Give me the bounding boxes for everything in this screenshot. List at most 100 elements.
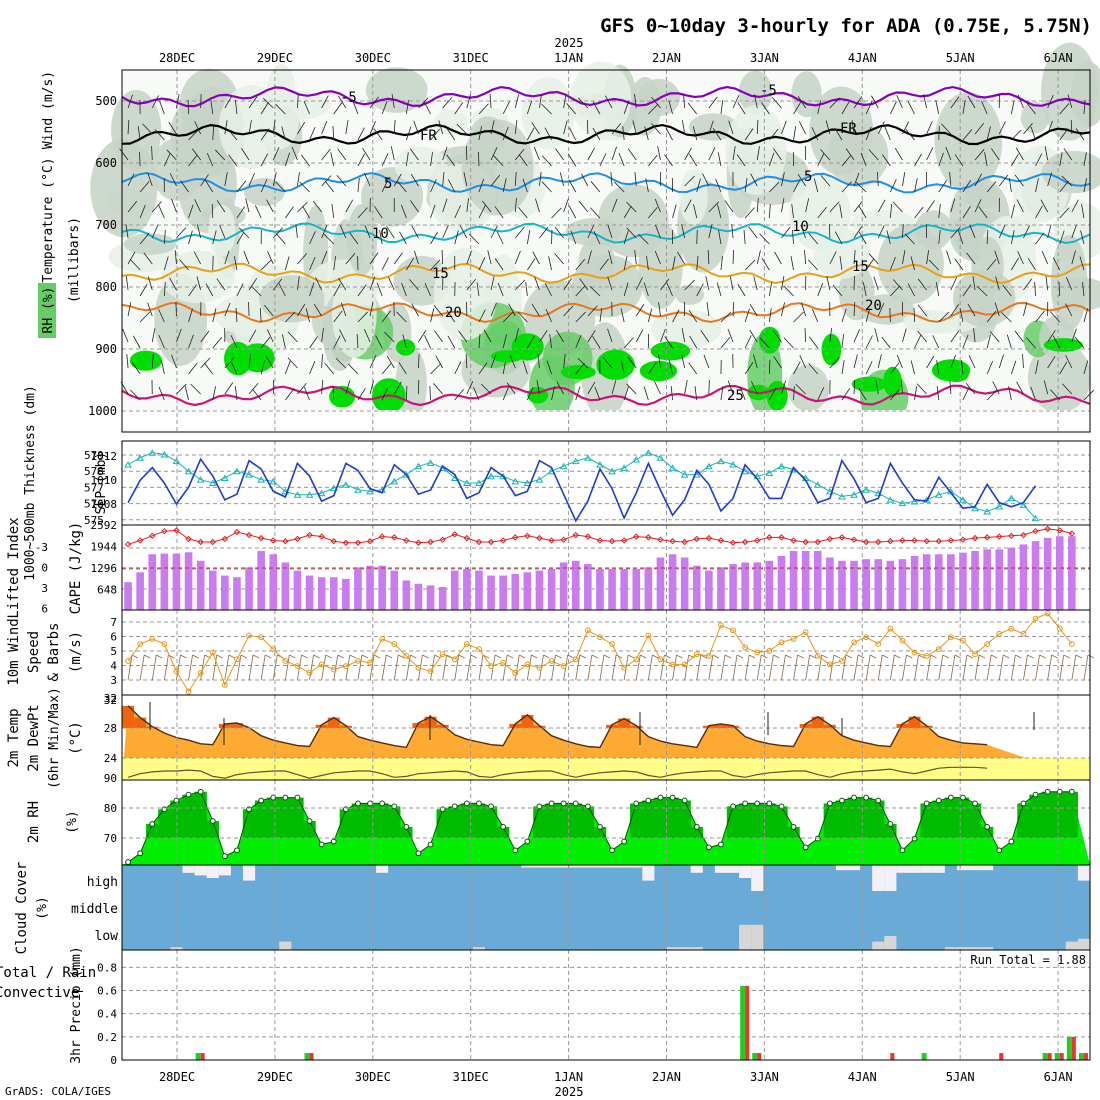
wind-barb — [1047, 355, 1056, 369]
rh-contour-fill — [628, 76, 662, 136]
wind-barb — [907, 283, 915, 297]
wind-barb — [626, 383, 637, 395]
rh2m-point — [209, 818, 216, 824]
precip-conv-bar — [757, 1053, 762, 1060]
wind-barb — [333, 335, 341, 349]
wind-barb — [333, 310, 343, 323]
thickness-point — [608, 467, 616, 475]
wind-barb — [236, 180, 246, 193]
wind-barb — [1062, 383, 1073, 395]
lifted-index-point — [306, 531, 313, 539]
thickness-point — [838, 492, 846, 500]
wind-barb — [369, 355, 377, 369]
cape-bar — [1031, 541, 1040, 610]
rh-contour-fill — [787, 364, 829, 412]
wind-barb — [865, 101, 873, 115]
thickness-point — [632, 456, 641, 463]
wind-barb — [1059, 207, 1070, 219]
wind-barb — [339, 225, 347, 239]
wind-barb — [902, 224, 904, 239]
cape-bar — [995, 549, 1004, 610]
wind-barb — [825, 120, 831, 135]
wind-barb — [309, 256, 316, 271]
rh-contour-fill — [332, 270, 377, 358]
rh-legend-swatch — [38, 283, 56, 338]
wind-barb — [158, 334, 165, 349]
temp2m-hot-fill — [509, 723, 522, 728]
wind-barb — [235, 308, 238, 323]
thickness-point — [971, 504, 979, 512]
high-cloud-clear — [581, 865, 594, 868]
wind-barb — [260, 153, 269, 167]
high-cloud-clear — [714, 865, 727, 873]
surface-wind-barb-flag — [458, 654, 465, 659]
wind-barb — [254, 205, 262, 219]
wind-barb — [668, 360, 673, 375]
rh2m-high-fill — [170, 800, 183, 838]
wind-barb — [541, 103, 552, 115]
rh2m-high-fill — [254, 800, 268, 838]
surface-wind-barb-flag — [736, 654, 744, 659]
wind-barb — [423, 101, 431, 115]
cape-bar — [838, 560, 846, 610]
wind-barb — [739, 386, 746, 401]
wind-barb — [611, 380, 617, 395]
thickness-point — [245, 471, 253, 478]
rh-contour-fill — [521, 77, 575, 150]
low-cloud-clear — [690, 947, 703, 950]
wind-barb — [1040, 199, 1049, 213]
wind-barb — [1067, 94, 1073, 109]
wind-barb — [627, 356, 637, 369]
wind-barb — [176, 383, 187, 395]
surface-wind-barb — [793, 654, 798, 681]
wind-speed-line-point — [512, 670, 519, 676]
wind-barb — [219, 224, 226, 239]
wind-barb — [643, 386, 649, 401]
lifted-index-point — [717, 537, 725, 544]
wind-barb — [1080, 230, 1085, 245]
wind-barb — [634, 250, 637, 265]
temp2m-line — [127, 705, 988, 749]
wind-barb — [593, 231, 601, 245]
wind-speed-line-point — [1044, 610, 1051, 617]
wind-barb — [756, 146, 760, 161]
wind-barb — [938, 152, 944, 167]
surface-wind-barb — [151, 654, 157, 681]
lifted-index-point — [971, 534, 979, 542]
wind-barb — [914, 386, 918, 401]
wind-barb — [720, 386, 724, 401]
slp-tick-label: 1012 — [91, 450, 118, 463]
cape-bar — [874, 559, 883, 610]
date-tick-label: 28DEC — [159, 1070, 195, 1084]
wind-barb — [855, 181, 867, 193]
wind-barb — [539, 330, 548, 343]
wind-barb — [737, 283, 746, 297]
wind-barb — [130, 259, 141, 271]
wind-barb — [333, 283, 341, 297]
thickness-line — [127, 452, 1036, 519]
thickness-point — [487, 472, 495, 480]
wind-barb — [862, 282, 867, 297]
wind-barb — [139, 311, 151, 323]
wind-barb — [309, 126, 316, 141]
wind-barb — [820, 149, 831, 161]
wind-barb — [744, 178, 748, 193]
wind-barb — [212, 230, 217, 245]
surface-wind-barb-flag — [361, 654, 369, 659]
wind-barb — [260, 128, 270, 141]
wind-barb — [125, 276, 129, 291]
cape-bar — [233, 577, 241, 610]
wind-speed-line-point — [814, 653, 821, 659]
wind-barb — [756, 250, 761, 265]
thickness-point — [680, 471, 689, 478]
low-cloud-clear — [969, 947, 982, 950]
lifted-index-point — [378, 533, 386, 540]
wind-barb — [634, 172, 637, 187]
temp2m-hot-fill — [727, 725, 740, 728]
rh2m-high-fill — [593, 826, 607, 838]
wind-barb — [418, 329, 427, 343]
high-cloud-clear — [932, 865, 945, 873]
wind-barb — [489, 94, 492, 109]
wind-speed-line-point — [778, 639, 785, 646]
